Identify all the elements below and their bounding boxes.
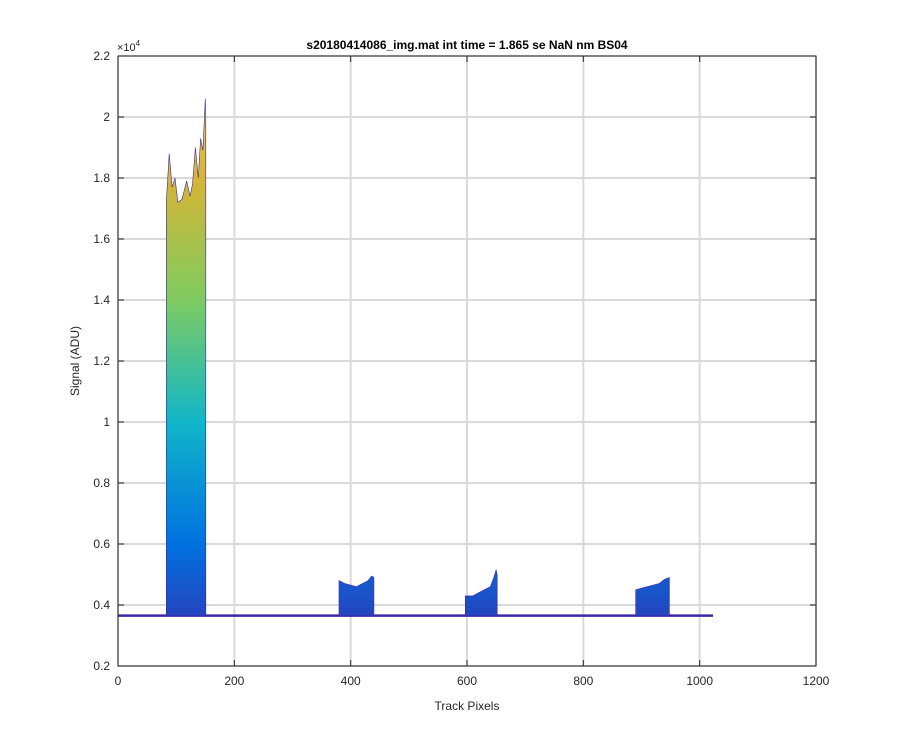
ticks: 0 200 400 600 800 1000 1200 0.2 0.4 0.6 0.8 1 1.2 1.4… bbox=[93, 49, 829, 688]
y-tick-label: 2.2 bbox=[93, 49, 110, 63]
y-tick-label: 0.6 bbox=[93, 537, 110, 551]
y-tick-label: 1 bbox=[103, 415, 110, 429]
signal-band bbox=[166, 98, 207, 616]
y-tick-label: 1.8 bbox=[93, 171, 110, 185]
y-exponent-base: ×10 bbox=[117, 42, 136, 54]
y-exponent: ×104 bbox=[117, 39, 141, 54]
y-tick-label: 2 bbox=[103, 110, 110, 124]
y-exponent-power: 4 bbox=[136, 39, 141, 48]
x-axis-label: Track Pixels bbox=[435, 699, 500, 713]
y-tick-label: 0.2 bbox=[93, 659, 110, 673]
signal-band bbox=[338, 575, 375, 616]
y-tick-label: 0.4 bbox=[93, 598, 110, 612]
y-axis-label: Signal (ADU) bbox=[68, 326, 82, 396]
y-tick-label: 1.6 bbox=[93, 232, 110, 246]
chart-title: s20180414086_img.mat int time = 1.865 se… bbox=[306, 38, 628, 52]
x-tick-label: 1000 bbox=[686, 674, 713, 688]
y-tick-label: 1.2 bbox=[93, 354, 110, 368]
x-tick-label: 800 bbox=[573, 674, 593, 688]
y-tick-label: 0.8 bbox=[93, 476, 110, 490]
x-tick-label: 200 bbox=[224, 674, 244, 688]
signal-band bbox=[465, 568, 498, 616]
x-tick-label: 400 bbox=[341, 674, 361, 688]
signal-band bbox=[635, 577, 670, 616]
x-tick-label: 600 bbox=[457, 674, 477, 688]
x-tick-label: 0 bbox=[115, 674, 122, 688]
data-layer bbox=[118, 98, 714, 617]
y-tick-label: 1.4 bbox=[93, 293, 110, 307]
x-tick-label: 1200 bbox=[803, 674, 830, 688]
